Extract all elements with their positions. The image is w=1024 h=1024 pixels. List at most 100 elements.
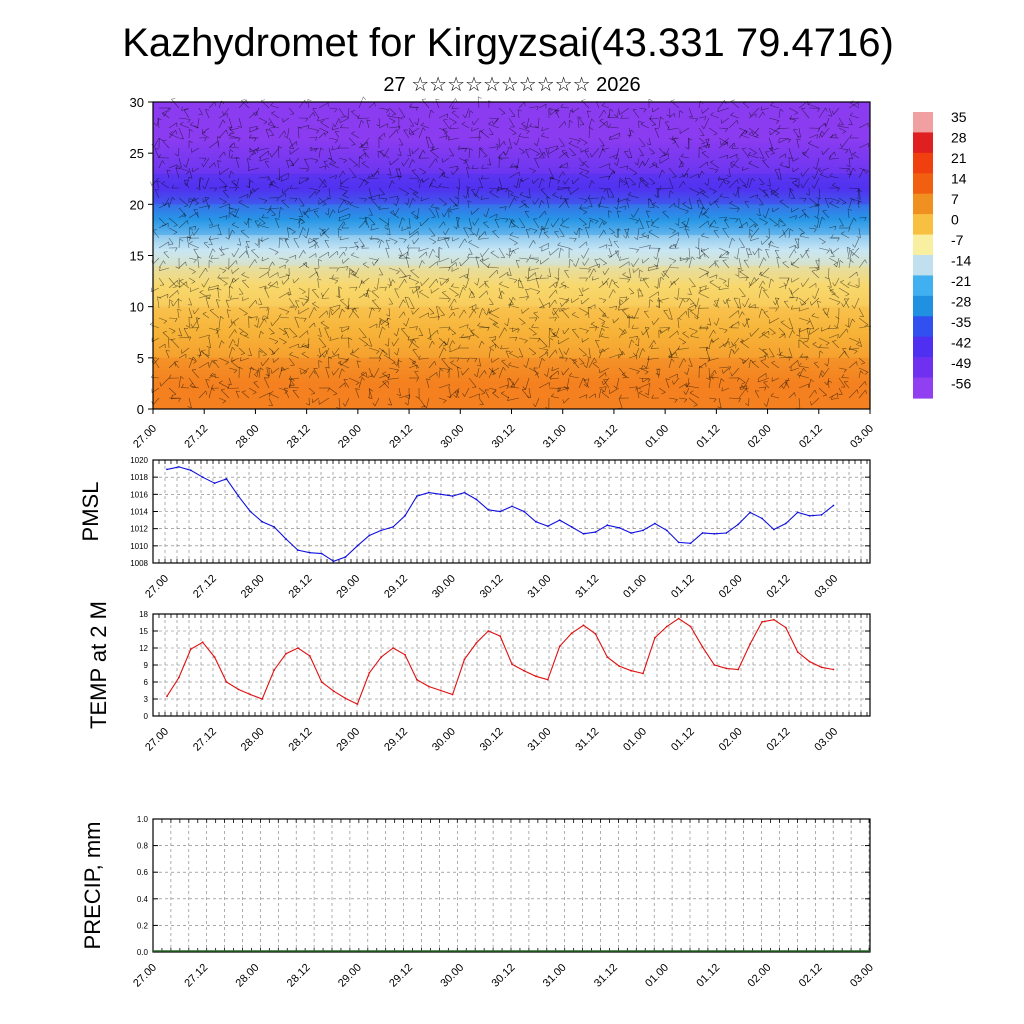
temp-ytick-label: 12 bbox=[139, 644, 148, 653]
pmsl-ytick-label: 1012 bbox=[130, 525, 148, 534]
precip-ytick-label: 0.8 bbox=[137, 842, 149, 851]
temp-xtick-label: 28.12 bbox=[287, 726, 315, 754]
heatmap-band-0 bbox=[153, 357, 870, 409]
colorbar-swatch bbox=[913, 255, 933, 277]
colorbar-swatch bbox=[913, 173, 933, 195]
pmsl-point bbox=[499, 510, 502, 513]
precip-xtick-label: 27.12 bbox=[182, 962, 210, 990]
temp-xtick-label: 03.00 bbox=[812, 726, 840, 754]
temp-point bbox=[261, 698, 264, 700]
colorbar-label: 14 bbox=[951, 171, 967, 187]
pmsl-point bbox=[404, 514, 406, 517]
pmsl-point bbox=[665, 529, 668, 532]
colorbar-swatch bbox=[913, 152, 933, 174]
colorbar: 35 28 21 14 7 0 -7 -14 -21 -28 -35 -42 -49 -56 bbox=[913, 109, 971, 399]
pmsl-point bbox=[201, 476, 204, 479]
temp-point bbox=[237, 688, 240, 691]
temp-point bbox=[570, 632, 573, 635]
pmsl-xtick-label: 02.12 bbox=[765, 573, 793, 601]
pmsl-point bbox=[261, 520, 264, 523]
pmsl-point bbox=[392, 526, 394, 528]
colorbar-swatch bbox=[913, 316, 933, 338]
pmsl-xtick-label: 01.12 bbox=[669, 573, 697, 601]
temp-xtick-label: 31.00 bbox=[526, 726, 554, 754]
pmsl-xtick-label: 03.00 bbox=[812, 573, 840, 601]
pmsl-point bbox=[166, 468, 168, 471]
precip-ylabel: PRECIP, mm bbox=[80, 822, 105, 950]
pmsl-point bbox=[320, 552, 323, 555]
temp-ytick-label: 0 bbox=[144, 712, 149, 721]
precip-ytick-label: 0.0 bbox=[137, 948, 149, 957]
heatmap-xtick-label: 31.00 bbox=[541, 423, 569, 451]
colorbar-swatch bbox=[913, 214, 933, 236]
temp-ytick-label: 6 bbox=[144, 678, 149, 687]
pmsl-point bbox=[178, 466, 180, 468]
temp-point bbox=[749, 643, 751, 645]
heatmap-ytick-label: 0 bbox=[137, 402, 144, 417]
temp-xtick-label: 30.12 bbox=[478, 726, 506, 754]
pmsl-point bbox=[427, 491, 430, 494]
pmsl-xtick-label: 29.12 bbox=[382, 573, 410, 601]
pmsl-point bbox=[558, 519, 561, 521]
precip-xtick-label: 03.00 bbox=[848, 962, 876, 990]
pmsl-point bbox=[273, 526, 275, 528]
temp-point bbox=[201, 641, 204, 644]
pmsl-grid bbox=[153, 460, 870, 563]
temp-xtick-label: 31.12 bbox=[573, 726, 601, 754]
colorbar-swatch bbox=[913, 357, 933, 379]
temp-point bbox=[225, 681, 228, 683]
pmsl-point bbox=[820, 514, 823, 516]
temp-ytick-label: 9 bbox=[144, 661, 149, 670]
pmsl-point bbox=[773, 528, 775, 531]
heatmap-xtick-label: 29.12 bbox=[387, 423, 415, 451]
colorbar-label: 0 bbox=[951, 212, 959, 228]
pmsl-ytick-label: 1014 bbox=[130, 508, 148, 517]
precip-xtick-label: 28.12 bbox=[285, 962, 313, 990]
colorbar-label: -21 bbox=[951, 273, 971, 289]
pmsl-point bbox=[594, 531, 597, 533]
heatmap-ytick-label: 25 bbox=[130, 146, 144, 161]
pmsl-ytick-label: 1016 bbox=[130, 490, 148, 499]
precip-panel: 0.0 0.2 0.4 0.6 0.8 1.0 27.00 27.12 28.00 28.12 29… bbox=[80, 815, 876, 990]
colorbar-swatch bbox=[913, 132, 933, 154]
pmsl-ytick-label: 1008 bbox=[130, 559, 148, 568]
precip-xtick-label: 31.12 bbox=[592, 962, 620, 990]
heatmap-xtick-label: 28.12 bbox=[285, 423, 313, 451]
temp-point bbox=[796, 651, 799, 653]
temp-ytick-label: 3 bbox=[144, 695, 149, 704]
temp-point bbox=[332, 690, 335, 692]
temp-point bbox=[320, 681, 323, 683]
temp-point bbox=[737, 668, 740, 671]
pmsl-point bbox=[225, 478, 228, 480]
colorbar-label: -28 bbox=[951, 294, 971, 310]
temp-point bbox=[558, 645, 561, 648]
pmsl-point bbox=[808, 514, 811, 517]
colorbar-swatch bbox=[913, 336, 933, 358]
temp-panel: 0 3 6 9 12 15 18 27.00 27.12 28.00 28.12 29.00 29.12… bbox=[86, 601, 871, 754]
temp-point bbox=[689, 625, 692, 628]
temp-point bbox=[808, 660, 811, 663]
heatmap-xtick-label: 01.12 bbox=[695, 423, 723, 451]
heatmap-ytick-label: 30 bbox=[130, 95, 144, 110]
temp-point bbox=[368, 672, 371, 674]
pmsl-panel: 1008 1010 1012 1014 1016 1018 1020 27.00 27.12 28… bbox=[78, 456, 871, 601]
pmsl-xtick-label: 28.12 bbox=[287, 573, 315, 601]
temp-point bbox=[285, 652, 287, 655]
pmsl-point bbox=[249, 510, 252, 513]
pmsl-ytick-label: 1020 bbox=[130, 456, 148, 465]
pmsl-point bbox=[439, 493, 442, 496]
precip-ytick-label: 0.4 bbox=[137, 895, 149, 904]
figure-subtitle: 27 ☆☆☆☆☆☆☆☆☆☆ 2026 bbox=[383, 74, 640, 96]
pmsl-point bbox=[630, 532, 632, 534]
temp-point bbox=[606, 656, 609, 658]
pmsl-point bbox=[749, 511, 751, 514]
pmsl-point bbox=[475, 498, 478, 501]
pmsl-xtick-label: 31.12 bbox=[573, 573, 601, 601]
temp-xtick-label: 29.12 bbox=[382, 726, 410, 754]
temp-ylabel: TEMP at 2 M bbox=[86, 601, 111, 729]
heatmap-band-5 bbox=[153, 173, 870, 205]
temp-point bbox=[249, 693, 252, 696]
heatmap-xtick-label: 27.12 bbox=[182, 423, 210, 451]
colorbar-swatch bbox=[913, 193, 933, 215]
precip-xtick-label: 30.00 bbox=[438, 962, 466, 990]
